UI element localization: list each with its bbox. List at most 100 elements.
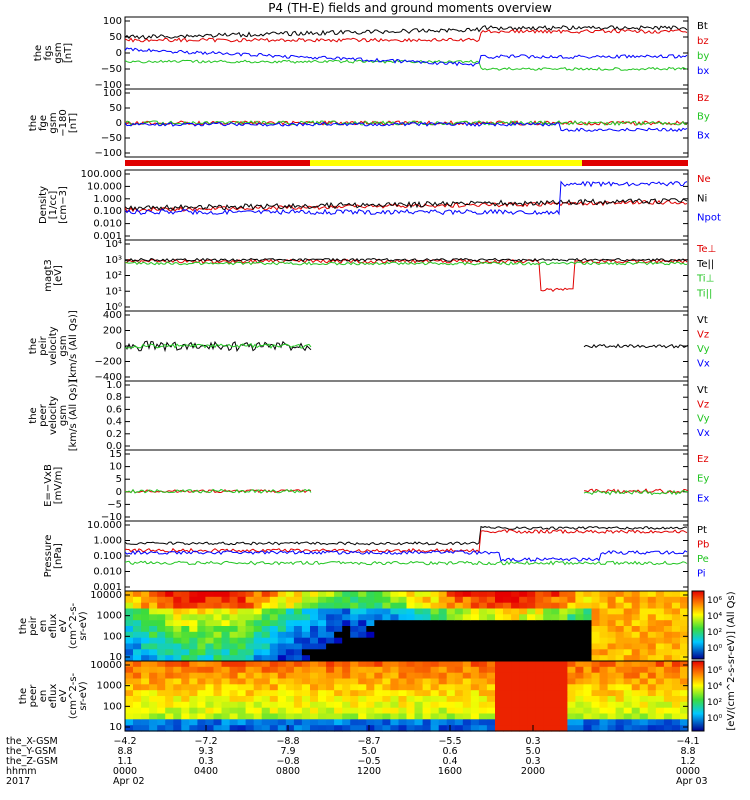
- peerspec-y-label: eflux: [48, 684, 59, 709]
- density-y-label: [cm−3]: [58, 186, 69, 224]
- axis-x-value: −5.5: [438, 736, 461, 747]
- efield-legend-Ey: Ey: [697, 474, 709, 485]
- peerv-y-tick: 0.6: [106, 404, 122, 415]
- colorbar-peir: [691, 590, 705, 660]
- axis-z-value: 0.3: [525, 756, 540, 767]
- efield-legend-Ez: Ez: [697, 454, 709, 465]
- fgs-legend-by: by: [697, 51, 709, 62]
- peerspec-y-tick: 1000: [97, 681, 122, 692]
- pressure-y-tick: 0.001: [93, 582, 122, 593]
- axis-t-value: 0000: [113, 766, 137, 777]
- axis-y-value: 9.3: [198, 746, 213, 757]
- pressure-y-tick: 0.100: [93, 551, 122, 562]
- mode-bar-segment: [582, 160, 688, 166]
- axis-x-value: 0.3: [525, 736, 540, 747]
- peerv-y-tick: 0.0: [106, 441, 122, 452]
- peerv-y-tick: 0.4: [106, 417, 122, 428]
- axis-x-value: −7.2: [194, 736, 217, 747]
- peerspec-y-label: the: [18, 688, 29, 704]
- fgs-y-tick: −100: [95, 80, 122, 91]
- fgs-y-label: fgs: [43, 45, 54, 60]
- density-legend-Npot: Npot: [697, 213, 721, 224]
- peirv-y-tick: 0: [116, 341, 122, 352]
- density-y-tick: 0.001: [93, 231, 122, 242]
- colorbar-tick: 10²: [707, 698, 722, 708]
- trace-npot: [125, 180, 688, 216]
- peerspec-y-tick: 10: [109, 722, 122, 733]
- axis-d-value: Apr 02: [113, 776, 145, 787]
- fgs-y-tick: 50: [109, 32, 122, 43]
- efield-y-tick: 0: [116, 487, 122, 498]
- temp-y-tick: 10¹: [105, 286, 122, 297]
- trace-peir-vt: [125, 340, 312, 353]
- temp-y-tick: 10²: [105, 271, 122, 282]
- colorbar-tick: 10²: [707, 628, 722, 638]
- peirv-legend-Vx: Vx: [697, 359, 710, 370]
- peirspec-y-tick: 100: [103, 631, 122, 642]
- peirv-y-label: peir: [38, 335, 49, 355]
- peirv-y-label: gsm: [58, 335, 69, 356]
- density-y-tick: 0.010: [93, 219, 122, 230]
- trace-fge-bx: [125, 121, 688, 132]
- fge-y-label: −180: [58, 109, 69, 136]
- fge-y-tick: 50: [109, 103, 122, 114]
- trace-by: [125, 59, 688, 71]
- temp-y-tick: 10⁴: [105, 239, 122, 250]
- peerv-y-label: peer: [38, 403, 49, 427]
- peirspec-y-tick: 10: [109, 652, 122, 663]
- fgs-y-label: gsm: [53, 42, 64, 63]
- axis-t-value: 1200: [357, 766, 381, 777]
- temp-legend-Te||: Te||: [696, 259, 714, 270]
- colorbar-tick: 10⁴: [707, 612, 722, 622]
- density-y-tick: 0.100: [93, 206, 122, 217]
- fge-legend-Bz: Bz: [697, 93, 709, 104]
- peerspec-y-label: en: [38, 690, 49, 703]
- efield-y-label: E=−VxB: [43, 464, 54, 507]
- axis-x-value: −8.8: [276, 736, 299, 747]
- axis-t-value: 2000: [521, 766, 545, 777]
- plot-title: P4 (TH-E) fields and ground moments over…: [268, 1, 552, 15]
- efield-y-tick: 15: [109, 449, 122, 460]
- pressure-y-label: [nPa]: [53, 543, 64, 569]
- peirv-y-tick: −400: [95, 372, 122, 383]
- pressure-legend-Pb: Pb: [697, 540, 709, 551]
- pressure-legend-Pe: Pe: [697, 554, 709, 565]
- peerspec-y-label: peer: [28, 684, 39, 708]
- fge-y-tick: 100: [103, 88, 122, 99]
- trace-ti-perp: [125, 261, 688, 266]
- peirspec-y-label: en: [38, 620, 49, 633]
- peerv-legend-Vx: Vx: [697, 428, 710, 439]
- axis-d-value: Apr 03: [676, 776, 708, 787]
- density-y-label: [1/cc]: [48, 191, 59, 220]
- peerspec-spectrogram: [125, 661, 689, 732]
- peirv-y-label: [km/s (All Qs)]: [68, 310, 79, 382]
- peirspec-y-label: the: [18, 618, 29, 634]
- fgs-y-tick: 100: [103, 16, 122, 27]
- trace-pt: [125, 525, 688, 546]
- peirv-y-label: the: [28, 338, 39, 354]
- trace-pb: [125, 528, 688, 554]
- fge-y-tick: −50: [101, 133, 122, 144]
- axis-z-value: 0.3: [198, 756, 213, 767]
- axis-x-value: −4.1: [676, 736, 699, 747]
- trace-pe: [125, 560, 688, 566]
- peirv-y-tick: 200: [103, 326, 122, 337]
- axis-y-value: 5.0: [361, 746, 376, 757]
- axis-z-value: 0.4: [442, 756, 457, 767]
- axis-t-value: 1600: [438, 766, 462, 777]
- peerv-y-label: gsm: [58, 405, 69, 426]
- fge-y-label: the: [28, 115, 39, 131]
- axis-row-label: 2017: [6, 776, 30, 787]
- trace-ni: [125, 198, 688, 212]
- fgs-legend-Bt: Bt: [697, 21, 708, 32]
- fgs-legend-bx: bx: [697, 66, 709, 77]
- trace-te-perp: [125, 258, 688, 293]
- axis-y-value: 7.9: [280, 746, 295, 757]
- trace-bt: [125, 25, 688, 40]
- density-y-tick: 10.000: [87, 181, 122, 192]
- peerv-legend-Vz: Vz: [697, 399, 709, 410]
- peirspec-y-label: eV: [58, 619, 69, 632]
- fgs-y-tick: 0: [116, 48, 122, 59]
- axis-y-value: 5.0: [525, 746, 540, 757]
- axis-z-value: 1.1: [117, 756, 132, 767]
